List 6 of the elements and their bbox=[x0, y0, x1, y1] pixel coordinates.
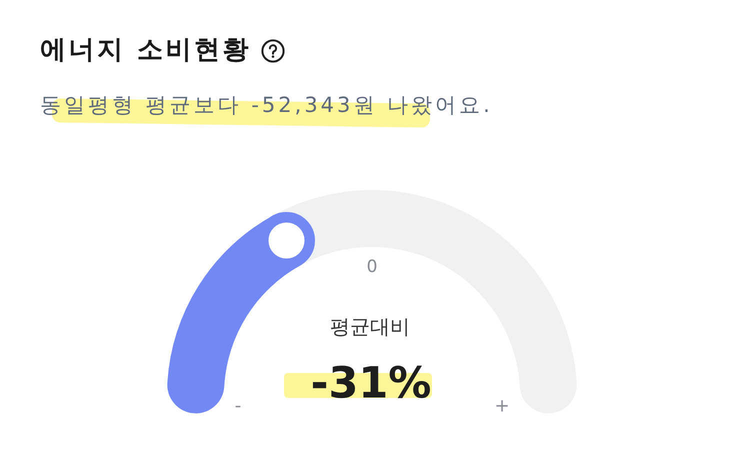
text: - bbox=[234, 396, 242, 418]
text: 평균대비 bbox=[330, 314, 410, 338]
text: 0 bbox=[366, 257, 378, 278]
chart-title: 에너지 소비현황 bbox=[40, 35, 252, 66]
text: + bbox=[494, 396, 510, 418]
text: -31% bbox=[310, 358, 432, 409]
